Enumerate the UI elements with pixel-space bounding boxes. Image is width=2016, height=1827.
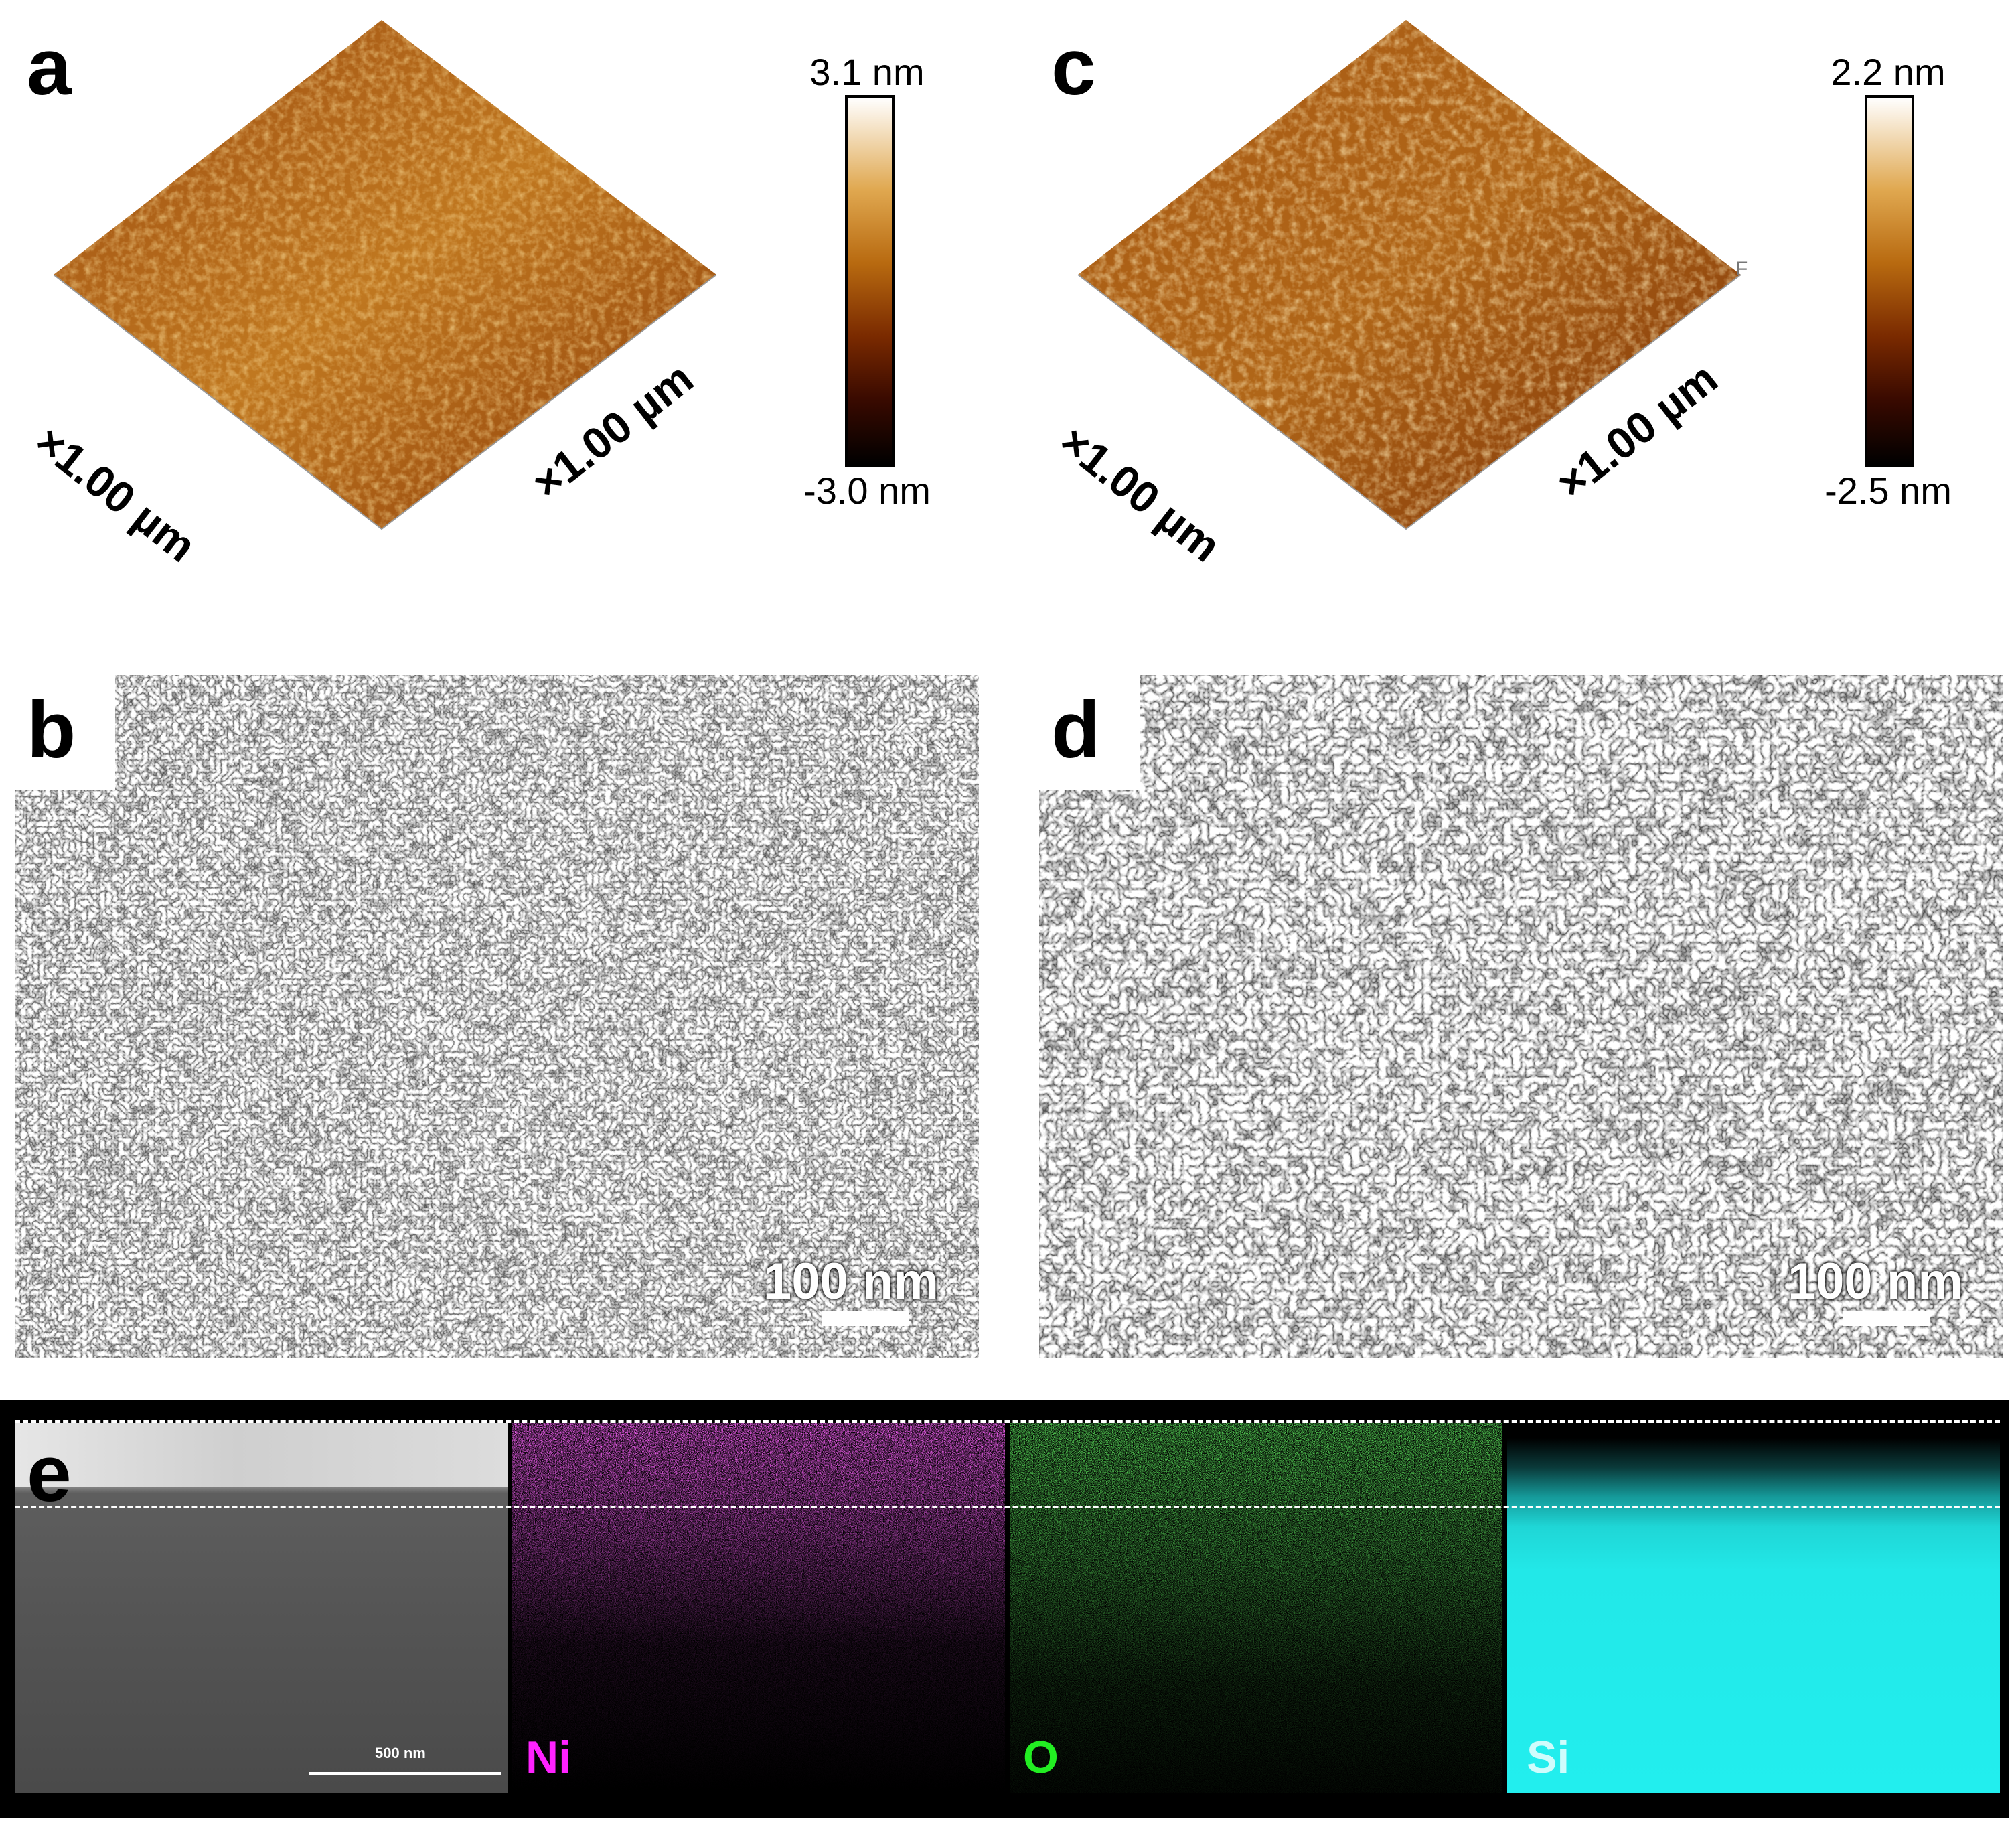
cross-section-sem [15, 1423, 508, 1793]
colorbar-a [845, 95, 895, 467]
colorbar-c [1865, 95, 1914, 467]
eds-label-ni: Ni [526, 1732, 571, 1783]
sem-image-d [1039, 675, 2003, 1358]
eds-label-si: Si [1527, 1732, 1570, 1783]
colorbar-max-a: 3.1 nm [809, 51, 925, 93]
panel-label-d: d [1051, 685, 1101, 775]
eds-map-ni [512, 1423, 1005, 1793]
panel-label-a: a [27, 22, 72, 112]
colorbar-min-c: -2.5 nm [1825, 469, 1952, 512]
colorbar-max-c: 2.2 nm [1831, 51, 1946, 93]
scale-label-d: 100 nm [1788, 1253, 1963, 1310]
panel-label-b: b [27, 685, 76, 775]
scale-bar-d [1843, 1311, 1930, 1326]
cross-section-film [15, 1423, 508, 1487]
panel-label-c: c [1051, 22, 1096, 112]
scale-label-e: 500 nm [375, 1745, 426, 1761]
scale-label-b: 100 nm [763, 1253, 939, 1310]
dashed-line-top [15, 1420, 2000, 1423]
colorbar-min-a: -3.0 nm [803, 469, 931, 512]
corner-mark-c: F [1735, 258, 1748, 280]
sem-image-b [15, 675, 979, 1358]
afm-surface-a [53, 20, 717, 530]
dashed-line-bottom [15, 1506, 2000, 1508]
scale-bar-e [309, 1772, 501, 1775]
eds-map-o [1010, 1423, 1502, 1793]
panel-label-box-b [0, 663, 115, 790]
scale-bar-b [822, 1311, 909, 1326]
afm-surface-c [1077, 20, 1741, 530]
eds-map-si [1507, 1423, 2000, 1793]
panel-label-e: e [27, 1429, 72, 1518]
eds-label-o: O [1023, 1732, 1059, 1783]
panel-label-box-d [1024, 663, 1140, 790]
